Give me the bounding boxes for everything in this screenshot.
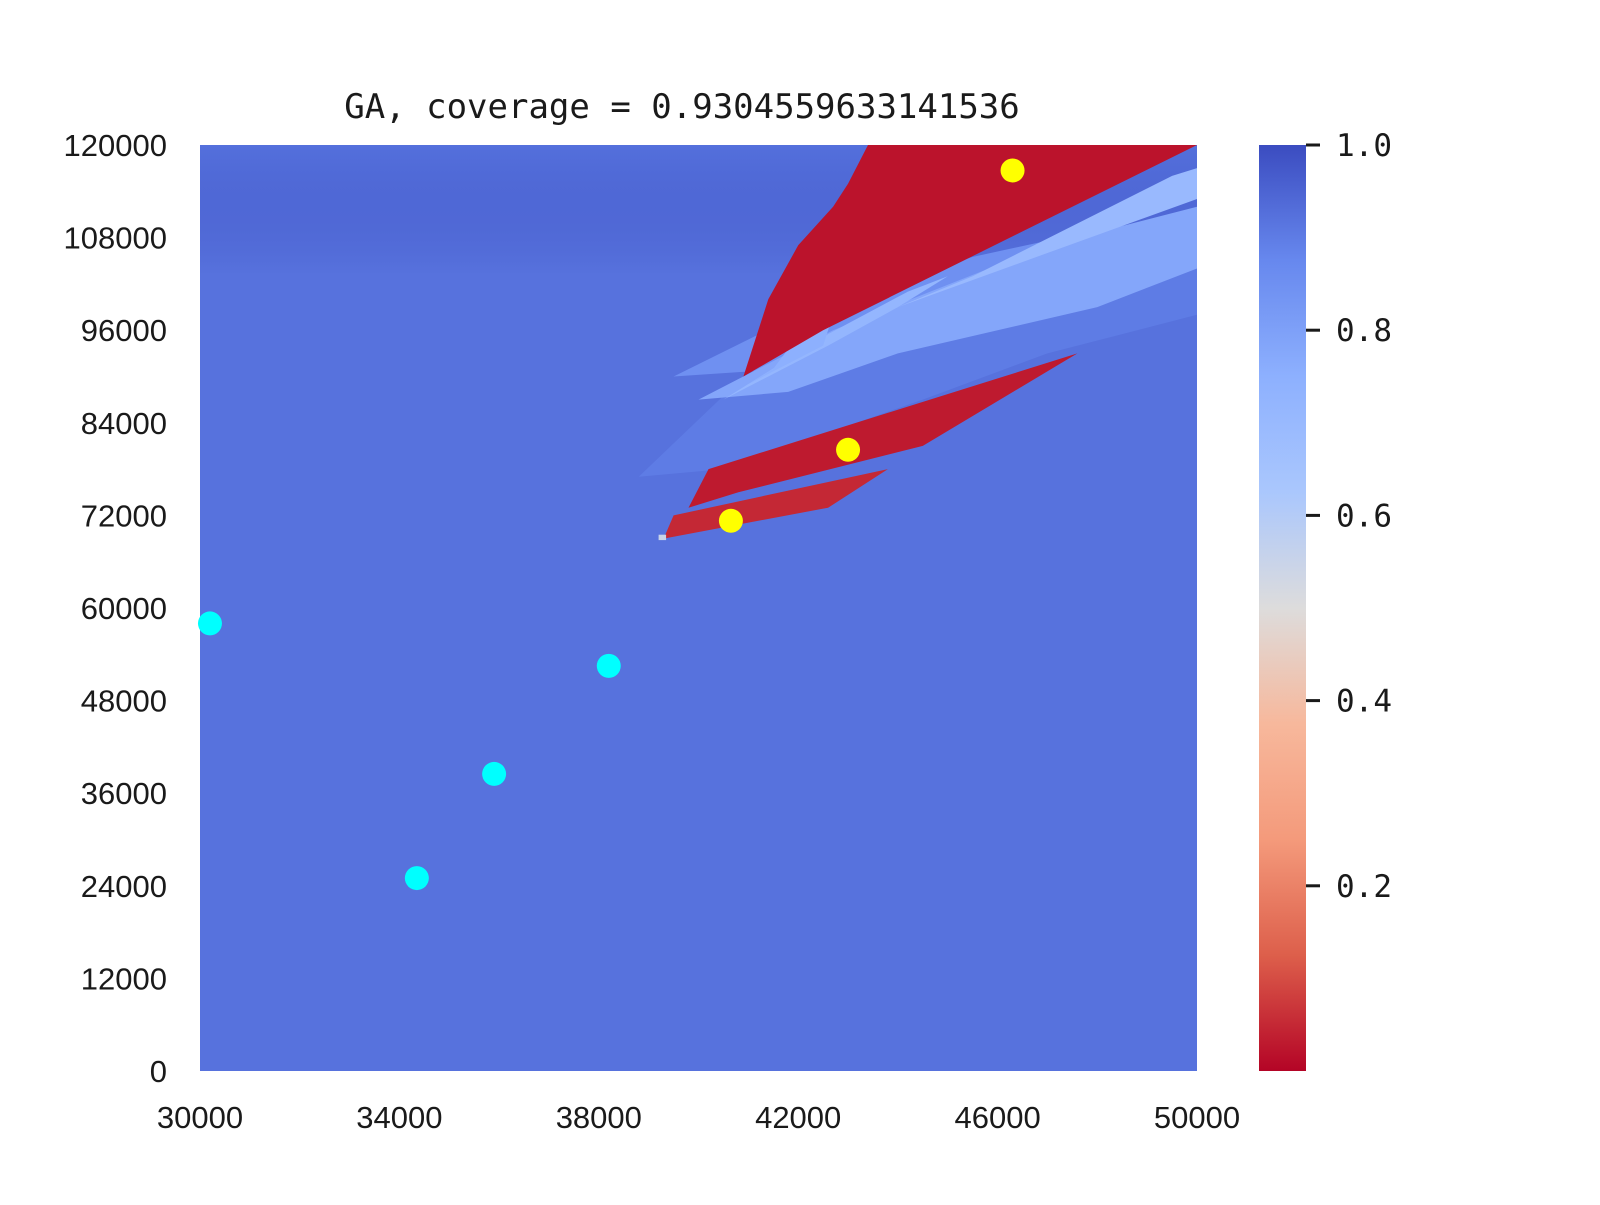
x-tick-label: 34000 xyxy=(356,1100,442,1135)
y-tick-label: 36000 xyxy=(81,776,167,811)
heatmap-region-8 xyxy=(688,353,1078,508)
marker-point-5 xyxy=(836,437,861,462)
chart-title: GA, coverage = 0.9304559633141536 xyxy=(344,87,1020,127)
y-tick-label: 60000 xyxy=(81,591,167,626)
colorbar-tick-label: 1.0 xyxy=(1336,128,1392,164)
x-axis: 30000 34000 38000 42000 46000 50000 xyxy=(157,1100,1240,1135)
colorbar-gradient xyxy=(1259,145,1306,1071)
y-tick-label: 48000 xyxy=(81,684,167,719)
markers xyxy=(197,158,1025,891)
heatmap-region-10 xyxy=(658,534,667,541)
plot-area: 30000 34000 38000 42000 46000 50000 0 12000 2400… xyxy=(64,128,1241,1135)
heatmap-region-3 xyxy=(723,276,948,400)
marker-point-0 xyxy=(197,611,222,636)
x-tick-label: 38000 xyxy=(556,1100,642,1135)
y-tick-label: 120000 xyxy=(64,128,167,163)
y-tick-label: 84000 xyxy=(81,406,167,441)
colorbar-tick-label: 0.6 xyxy=(1336,498,1392,534)
colorbar-tick-label: 0.8 xyxy=(1336,313,1392,349)
marker-point-3 xyxy=(596,653,621,678)
x-tick-label: 50000 xyxy=(1154,1100,1240,1135)
heatmap-region-7 xyxy=(743,145,1197,377)
marker-point-1 xyxy=(404,866,429,891)
x-tick-label: 46000 xyxy=(954,1100,1040,1135)
colorbar-tick-label: 0.2 xyxy=(1336,869,1392,905)
y-tick-label: 12000 xyxy=(81,961,167,996)
marker-point-2 xyxy=(482,761,507,786)
y-tick-label: 72000 xyxy=(81,498,167,533)
x-tick-label: 30000 xyxy=(157,1100,243,1135)
marker-point-4 xyxy=(718,508,743,533)
marker-point-6 xyxy=(1000,158,1025,183)
y-tick-label: 24000 xyxy=(81,869,167,904)
colorbar: 0.2 0.4 0.6 0.8 1.0 xyxy=(1259,128,1392,1071)
y-axis: 0 12000 24000 36000 48000 60000 72000 84000 9600… xyxy=(64,128,167,1089)
y-tick-label: 0 xyxy=(150,1054,167,1089)
heatmap-region-2 xyxy=(698,206,1197,400)
y-tick-label: 108000 xyxy=(64,221,167,256)
heatmap-region-4 xyxy=(823,168,1197,338)
colorbar-tick-label: 0.4 xyxy=(1336,684,1392,720)
x-tick-label: 42000 xyxy=(755,1100,841,1135)
y-tick-label: 96000 xyxy=(81,313,167,348)
